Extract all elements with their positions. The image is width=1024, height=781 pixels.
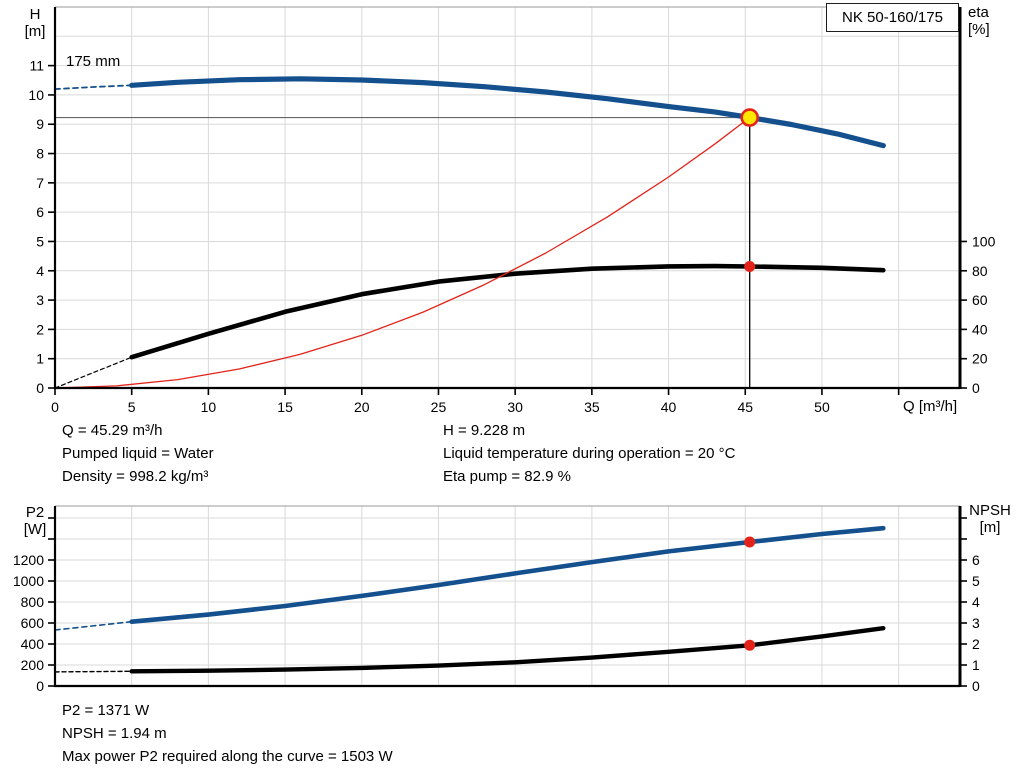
left-axis-tick-label: 5 <box>36 233 44 249</box>
left-axis-tick-label: 11 <box>29 58 44 74</box>
left-axis-tick-label: 9 <box>36 116 44 132</box>
duty-info-right: H = 9.228 m Liquid temperature during op… <box>443 419 735 488</box>
info-head: H = 9.228 m <box>443 422 526 439</box>
p2-axis-title-line1: P2 <box>25 504 45 521</box>
left-axis-tick-label: 2 <box>36 321 44 337</box>
right-axis-tick-label: 80 <box>972 263 988 279</box>
left-axis-tick-label: 1 <box>36 351 44 367</box>
right-axis-tick-label: 6 <box>972 552 980 568</box>
x-axis-tick-label: 0 <box>51 399 59 415</box>
p2-point-marker <box>744 536 756 548</box>
h-axis-title-line1: H <box>29 6 41 23</box>
info-npsh: NPSH = 1.94 m <box>62 725 167 742</box>
right-axis-tick-label: 100 <box>972 233 996 249</box>
system-curve <box>54 116 751 389</box>
h-axis-title-line2: [m] <box>24 23 46 40</box>
power-info-block: P2 = 1371 W NPSH = 1.94 m Max power P2 r… <box>62 699 393 768</box>
npsh-point-marker <box>744 639 756 651</box>
info-density: Density = 998.2 kg/m³ <box>62 468 209 485</box>
eta-axis-title-line2: [%] <box>968 21 990 38</box>
q-axis-title: Q [m³/h] <box>903 398 958 415</box>
info-eta-pump: Eta pump = 82.9 % <box>443 468 571 485</box>
x-axis-tick-label: 15 <box>277 399 293 415</box>
eta-curve-dashed <box>54 356 133 389</box>
p2-axis-title-line2: [W] <box>23 521 47 538</box>
eta-axis-title: eta [%] <box>968 4 1018 38</box>
x-axis-tick-label: 45 <box>737 399 753 415</box>
right-axis-tick-label: 60 <box>972 292 988 308</box>
info-max-power: Max power P2 required along the curve = … <box>62 748 393 765</box>
left-axis-tick-label: 10 <box>28 87 44 103</box>
left-axis-tick-label: 4 <box>36 263 44 279</box>
right-axis-tick-label: 0 <box>972 380 980 396</box>
duty-info-left: Q = 45.29 m³/h Pumped liquid = Water Den… <box>62 419 214 488</box>
right-axis-tick-label: 3 <box>972 615 980 631</box>
impeller-diameter-label: 175 mm <box>66 53 121 70</box>
left-axis-tick-label: 1000 <box>13 573 44 589</box>
left-axis-tick-label: 7 <box>36 175 44 191</box>
left-axis-tick-label: 3 <box>36 292 44 308</box>
eta-curve <box>129 263 886 360</box>
left-axis-tick-label: 0 <box>36 678 44 694</box>
x-axis-tick-label: 40 <box>661 399 677 415</box>
npsh-curve <box>129 626 886 674</box>
right-axis-tick-label: 20 <box>972 351 988 367</box>
x-axis-tick-label: 35 <box>584 399 600 415</box>
left-axis-tick-label: 8 <box>36 146 44 162</box>
left-axis-tick-label: 0 <box>36 380 44 396</box>
npsh-axis-title-line1: NPSH <box>969 502 1011 519</box>
right-axis-tick-label: 5 <box>972 573 980 589</box>
x-axis-tick-label: 5 <box>128 399 136 415</box>
p2-axis-title: P2 [W] <box>18 504 52 538</box>
right-axis-tick-label: 1 <box>972 657 980 673</box>
info-p2: P2 = 1371 W <box>62 702 150 719</box>
left-axis-tick-label: 200 <box>21 657 45 673</box>
npsh-axis-title-line2: [m] <box>979 519 1001 536</box>
left-axis-tick-label: 600 <box>21 615 45 631</box>
right-axis-tick-label: 4 <box>972 594 980 610</box>
npsh-curve-dashed <box>54 670 133 673</box>
p2-curve <box>129 525 886 624</box>
npsh-axis-title: NPSH [m] <box>962 502 1018 536</box>
p2-curve-dashed <box>54 620 133 631</box>
info-pumped-liquid: Pumped liquid = Water <box>62 445 214 462</box>
left-axis-tick-label: 1200 <box>13 552 44 568</box>
x-axis-tick-label: 25 <box>431 399 447 415</box>
x-axis-tick-label: 50 <box>814 399 830 415</box>
pump-name-box: NK 50-160/175 <box>826 3 959 32</box>
x-axis-tick-label: 10 <box>201 399 217 415</box>
qh-curve-dashed <box>54 84 133 90</box>
eta-axis-title-line1: eta <box>968 4 989 21</box>
x-axis-tick-label: 20 <box>354 399 370 415</box>
left-axis-tick-label: 6 <box>36 204 44 220</box>
right-axis-tick-label: 2 <box>972 636 980 652</box>
right-axis-tick-label: 40 <box>972 321 988 337</box>
left-axis-tick-label: 800 <box>21 594 45 610</box>
info-flow: Q = 45.29 m³/h <box>62 422 163 439</box>
qh-curve <box>129 76 886 149</box>
duty-point-marker <box>740 108 760 127</box>
left-axis-tick-label: 400 <box>21 636 45 652</box>
h-axis-title: H [m] <box>18 6 52 40</box>
right-axis-tick-label: 0 <box>972 678 980 694</box>
x-axis-tick-label: 30 <box>507 399 523 415</box>
info-liquid-temperature: Liquid temperature during operation = 20… <box>443 445 736 462</box>
eta-point-marker <box>744 261 756 273</box>
pump-name: NK 50-160/175 <box>842 9 943 26</box>
